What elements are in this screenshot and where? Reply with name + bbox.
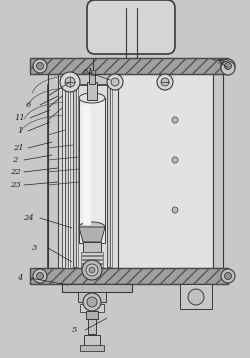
Bar bbox=[30, 58, 227, 74]
Circle shape bbox=[36, 272, 43, 280]
Circle shape bbox=[110, 78, 118, 86]
Bar bbox=[81, 264, 102, 267]
Circle shape bbox=[160, 78, 168, 86]
Bar bbox=[80, 304, 104, 312]
Bar bbox=[179, 284, 211, 309]
Bar bbox=[118, 74, 212, 268]
Polygon shape bbox=[79, 227, 104, 242]
Bar bbox=[88, 319, 96, 334]
Text: 61: 61 bbox=[82, 68, 93, 76]
Circle shape bbox=[156, 74, 172, 90]
Text: 2: 2 bbox=[12, 156, 18, 164]
Bar bbox=[86, 311, 98, 319]
Bar bbox=[78, 292, 106, 302]
Circle shape bbox=[82, 260, 102, 280]
Text: 11: 11 bbox=[14, 114, 25, 122]
Circle shape bbox=[86, 264, 98, 276]
Circle shape bbox=[36, 63, 43, 69]
Circle shape bbox=[187, 289, 203, 305]
Circle shape bbox=[106, 74, 122, 90]
Bar bbox=[62, 284, 132, 292]
Circle shape bbox=[224, 272, 230, 280]
Bar bbox=[73, 82, 76, 267]
Circle shape bbox=[65, 77, 75, 87]
Bar bbox=[80, 345, 104, 351]
Bar bbox=[84, 335, 100, 347]
Text: 24: 24 bbox=[22, 214, 33, 222]
Bar bbox=[87, 82, 97, 100]
Bar bbox=[212, 74, 222, 268]
Ellipse shape bbox=[79, 222, 104, 232]
Bar bbox=[62, 74, 65, 268]
Bar bbox=[89, 74, 94, 84]
Bar bbox=[110, 82, 112, 267]
Circle shape bbox=[220, 59, 234, 73]
Bar bbox=[81, 256, 102, 259]
Bar bbox=[30, 268, 227, 284]
Circle shape bbox=[171, 157, 177, 163]
Text: 22: 22 bbox=[10, 168, 20, 176]
Circle shape bbox=[33, 59, 47, 73]
Circle shape bbox=[87, 297, 97, 307]
Bar bbox=[48, 74, 58, 268]
Bar bbox=[91, 70, 94, 75]
Bar bbox=[83, 105, 91, 225]
Circle shape bbox=[171, 117, 177, 123]
Bar bbox=[81, 260, 102, 263]
Bar bbox=[48, 85, 212, 280]
Bar bbox=[76, 82, 78, 267]
Bar bbox=[30, 58, 227, 74]
Bar bbox=[83, 242, 100, 252]
Bar bbox=[65, 74, 68, 268]
Text: 1: 1 bbox=[17, 127, 22, 135]
Bar bbox=[68, 74, 70, 268]
Ellipse shape bbox=[79, 93, 104, 103]
Circle shape bbox=[89, 267, 94, 273]
Circle shape bbox=[171, 207, 177, 213]
Bar bbox=[30, 268, 227, 284]
Text: 23: 23 bbox=[10, 181, 20, 189]
Circle shape bbox=[220, 269, 234, 283]
Circle shape bbox=[220, 61, 234, 75]
Text: 5: 5 bbox=[72, 326, 78, 334]
FancyBboxPatch shape bbox=[87, 0, 174, 54]
Circle shape bbox=[33, 269, 47, 283]
Text: 4: 4 bbox=[17, 274, 22, 282]
Circle shape bbox=[60, 72, 80, 92]
Bar bbox=[79, 98, 104, 243]
Bar bbox=[58, 74, 62, 268]
Text: 21: 21 bbox=[12, 144, 23, 152]
Text: 3: 3 bbox=[32, 244, 38, 252]
Bar bbox=[81, 252, 102, 255]
Circle shape bbox=[224, 63, 230, 69]
Bar bbox=[106, 82, 110, 267]
Circle shape bbox=[83, 293, 100, 311]
Text: 7: 7 bbox=[216, 58, 222, 66]
Text: 6: 6 bbox=[25, 101, 30, 109]
